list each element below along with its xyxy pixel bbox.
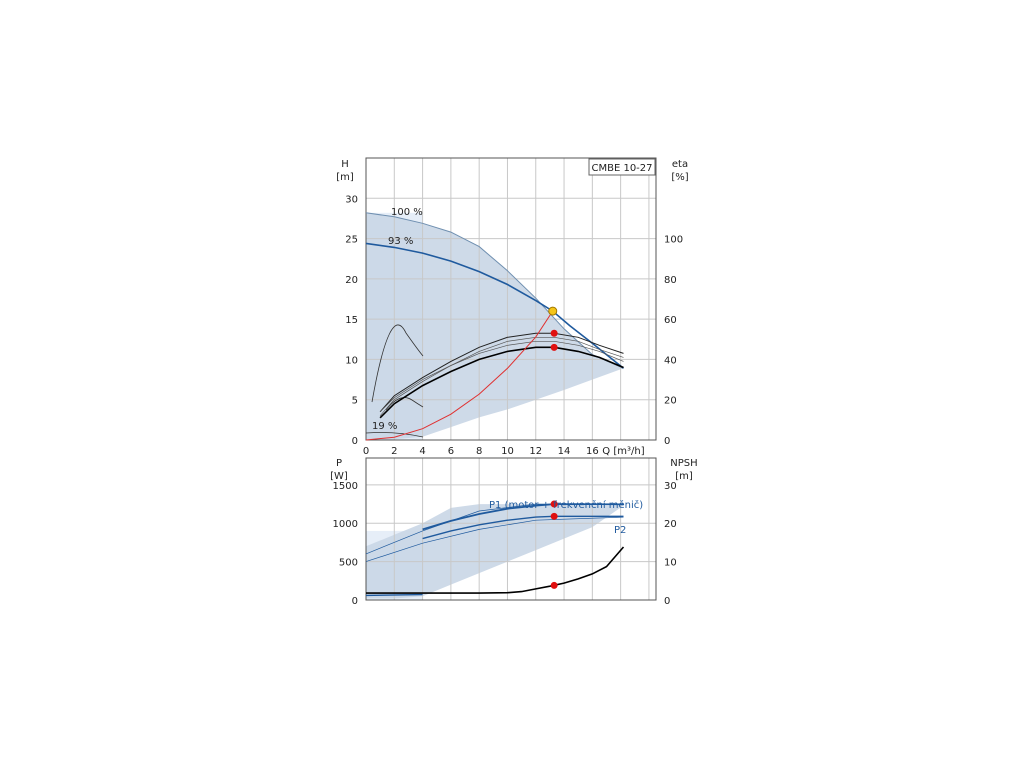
- y-left-unit: [m]: [336, 172, 354, 183]
- y-right-tick-label: 0: [664, 436, 670, 447]
- y-right-unit: [m]: [675, 471, 693, 482]
- npsh-point: [550, 581, 558, 589]
- y-left-label: P: [336, 458, 342, 469]
- curve-label-93: 93 %: [388, 236, 413, 247]
- y-right-tick-label: 10: [664, 558, 677, 569]
- y-right-tick-label: 20: [664, 519, 677, 530]
- x-tick-label: 0: [363, 446, 369, 457]
- lower-plot: P1 (motor + frekvenční měnič)P2050010001…: [330, 457, 698, 607]
- x-axis-label: Q [m³/h]: [602, 446, 644, 457]
- y-right-unit: [%]: [671, 172, 688, 183]
- y-right-tick-label: 80: [664, 275, 677, 286]
- head-curve-100: [365, 212, 624, 369]
- y-left-tick-label: 20: [345, 275, 358, 286]
- curve-label-19: 19 %: [372, 421, 397, 432]
- y-left-tick-label: 0: [352, 436, 358, 447]
- eta-curve-variant: [379, 336, 624, 417]
- y-left-tick-label: 500: [339, 558, 358, 569]
- y-right-label: NPSH: [670, 458, 697, 469]
- x-tick-label: 12: [529, 446, 542, 457]
- p1-label: P1 (motor + frekvenční měnič): [489, 499, 643, 511]
- p2-curve: [422, 515, 624, 540]
- npsh-curve: [366, 546, 625, 594]
- y-left-tick-label: 10: [345, 355, 358, 366]
- eta-point: [550, 329, 558, 337]
- low-speed-curve: [385, 397, 424, 411]
- power-curve-min: [365, 593, 423, 597]
- power-point: [550, 500, 558, 508]
- y-right-label: eta: [672, 159, 688, 170]
- x-tick-label: 10: [501, 446, 514, 457]
- x-tick-label: 14: [558, 446, 571, 457]
- y-left-label: H: [341, 159, 349, 170]
- eta-curve-variant: [379, 340, 624, 413]
- y-left-tick-label: 5: [352, 396, 358, 407]
- y-right-tick-label: 30: [664, 481, 677, 492]
- y-left-tick-label: 25: [345, 235, 358, 246]
- y-right-tick-label: 100: [664, 235, 683, 246]
- model-name: CMBE 10-27: [591, 163, 652, 174]
- x-tick-label: 8: [476, 446, 482, 457]
- y-right-tick-label: 0: [664, 596, 670, 607]
- y-left-tick-label: 15: [345, 315, 358, 326]
- eta-curve-upper: [379, 332, 624, 413]
- eta-curve-lower: [379, 346, 624, 419]
- y-left-unit: [W]: [330, 471, 348, 482]
- duty-point: [548, 306, 558, 316]
- plot-frame: [365, 457, 657, 601]
- y-left-tick-label: 0: [352, 596, 358, 607]
- x-tick-label: 6: [448, 446, 454, 457]
- p2-label: P2: [614, 525, 626, 536]
- upper-plot: 0 5 10 15 20 25 30 0 20 40 60 80 100 0 2 4 6 8 10 12 14 16 Q […: [336, 157, 689, 457]
- y-right-tick-label: 40: [664, 355, 677, 366]
- y-left-tick-label: 1000: [333, 519, 358, 530]
- head-curve-93: [365, 242, 625, 369]
- model-box: [588, 158, 656, 176]
- system-curve: [365, 310, 554, 441]
- x-tick-label: 16: [586, 446, 599, 457]
- power-curve-variant: [365, 516, 624, 562]
- min-speed-curve: [365, 432, 424, 438]
- low-speed-curve: [371, 324, 424, 403]
- shaded-region-operating-range: [366, 212, 624, 440]
- curve-label-100: 100 %: [391, 207, 423, 218]
- y-right-tick-label: 60: [664, 315, 677, 326]
- y-left-tick-label: 1500: [333, 481, 358, 492]
- plot-frame: [365, 157, 657, 441]
- power-point: [550, 512, 558, 520]
- x-tick-label: 2: [391, 446, 397, 457]
- y-left-tick-label: 30: [345, 194, 358, 205]
- p1-curve: [422, 503, 624, 531]
- eta-point: [550, 343, 558, 351]
- y-right-tick-label: 20: [664, 396, 677, 407]
- x-tick-label: 4: [419, 446, 425, 457]
